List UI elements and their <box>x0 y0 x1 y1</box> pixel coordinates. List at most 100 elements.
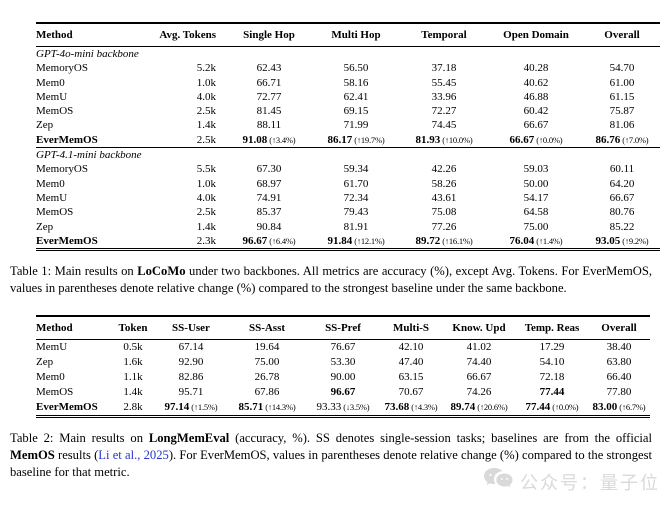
metric-value: 58.26 <box>431 177 457 190</box>
metric-value: 53.30 <box>330 355 356 368</box>
caption-text: ). For EverMemOS, values in parentheses … <box>10 447 652 479</box>
header-row: Method Avg. Tokens Single Hop Multi Hop Temp… <box>36 23 660 47</box>
metric-cell: 58.26 <box>400 177 488 191</box>
relative-change-note: (↑9.2%) <box>620 235 649 246</box>
metric-value: 67.86 <box>254 385 280 398</box>
token-cell: 0.5k <box>123 340 143 353</box>
column-header: SS-User <box>154 315 228 340</box>
column-header: Multi Hop <box>312 23 400 47</box>
metric-value: 74.40 <box>466 355 492 368</box>
metric-value: 47.40 <box>398 355 424 368</box>
metric-cell: 75.87 <box>584 104 660 118</box>
metric-cell: 64.58 <box>488 205 584 219</box>
metric-value: 59.03 <box>523 163 549 176</box>
metric-cell: 63.80 <box>588 355 650 370</box>
token-cell: 4.0k <box>196 191 216 204</box>
metric-value: 76.67 <box>330 340 356 353</box>
metric-cell: 81.93 (↑10.0%) <box>400 133 488 148</box>
metric-cell: 91.08 (↑3.4%) <box>226 133 312 148</box>
metric-cell: 61.15 <box>584 90 660 104</box>
metric-value: 89.72 <box>415 234 441 247</box>
metric-cell: 38.40 <box>588 339 650 355</box>
results-table-longmemeval: Method Token SS-User SS-Asst SS-Pref Multi-S K… <box>36 314 650 418</box>
token-cell: 2.5k <box>196 133 216 146</box>
metric-cell: 47.40 <box>380 355 442 370</box>
method-cell: EverMemOS <box>36 400 98 413</box>
relative-change-note: (↑6.7%) <box>617 401 646 412</box>
metric-cell: 74.45 <box>400 118 488 132</box>
token-cell: 1.4k <box>196 220 216 233</box>
column-header: SS-Pref <box>306 315 380 340</box>
metric-value: 91.84 <box>327 234 353 247</box>
metric-cell: 77.44 (↑0.0%) <box>516 400 588 417</box>
metric-value: 80.76 <box>609 206 635 219</box>
metric-cell: 62.41 <box>312 90 400 104</box>
metric-value: 91.08 <box>242 133 268 146</box>
metric-value: 42.26 <box>431 163 457 176</box>
metric-value: 75.08 <box>431 206 457 219</box>
metric-cell: 56.50 <box>312 61 400 75</box>
metric-value: 61.00 <box>609 76 635 89</box>
column-header: Overall <box>584 23 660 47</box>
metric-value: 85.71 <box>238 400 264 413</box>
metric-value: 19.64 <box>254 340 280 353</box>
table-row: Mem0 1.0k 66.71 58.16 55.45 40.62 61.00 <box>36 76 660 90</box>
metric-value: 81.45 <box>256 105 282 118</box>
metric-value: 26.78 <box>254 370 280 383</box>
table-row: EverMemOS 2.3k 96.67 (↑6.4%) 91.84 (↑12.1%)… <box>36 234 660 250</box>
metric-value: 38.40 <box>606 340 632 353</box>
metric-value: 63.15 <box>398 370 424 383</box>
metric-value: 62.43 <box>256 62 282 75</box>
metric-cell: 70.67 <box>380 385 442 400</box>
table-row: MemU 4.0k 72.77 62.41 33.96 46.88 61.15 <box>36 90 660 104</box>
header-row: Method Token SS-User SS-Asst SS-Pref Multi-S K… <box>36 315 650 340</box>
method-cell: Zep <box>36 355 54 368</box>
metric-cell: 83.00 (↑6.7%) <box>588 400 650 417</box>
metric-cell: 46.88 <box>488 90 584 104</box>
metric-cell: 82.86 <box>154 370 228 385</box>
metric-cell: 59.34 <box>312 162 400 176</box>
caption-text: LoCoMo <box>137 264 186 279</box>
relative-change-note: (↑12.1%) <box>352 235 385 246</box>
metric-value: 40.62 <box>523 76 549 89</box>
method-cell: MemOS <box>36 385 74 398</box>
relative-change-note: (↑0.0%) <box>550 401 579 412</box>
backbone-group-label: GPT-4o-mini backbone <box>36 48 139 60</box>
metric-value: 72.77 <box>256 90 282 103</box>
table-row: EverMemOS 2.5k 91.08 (↑3.4%) 86.17 (↑19.7%)… <box>36 133 660 148</box>
metric-cell: 50.00 <box>488 177 584 191</box>
method-cell: MemU <box>36 90 68 103</box>
metric-cell: 72.18 <box>516 370 588 385</box>
metric-cell: 66.67 <box>488 118 584 132</box>
method-cell: MemOS <box>36 105 74 118</box>
relative-change-note: (↑7.0%) <box>620 134 649 145</box>
metric-cell: 66.71 <box>226 76 312 90</box>
metric-cell: 67.14 <box>154 339 228 355</box>
metric-value: 43.61 <box>431 191 457 204</box>
metric-value: 50.00 <box>523 177 549 190</box>
method-cell: Mem0 <box>36 76 65 89</box>
metric-cell: 74.26 <box>442 385 516 400</box>
relative-change-note: (↑4.3%) <box>409 401 438 412</box>
metric-cell: 54.70 <box>584 61 660 75</box>
metric-value: 85.22 <box>609 220 635 233</box>
table-row: Zep 1.4k 88.11 71.99 74.45 66.67 81.06 <box>36 118 660 132</box>
metric-cell: 95.71 <box>154 385 228 400</box>
metric-cell: 96.67 (↑6.4%) <box>226 234 312 250</box>
metric-value: 37.18 <box>431 62 457 75</box>
metric-value: 67.30 <box>256 163 282 176</box>
citation-link[interactable]: Li et al., 2025 <box>98 447 169 462</box>
caption-text: LongMemEval <box>148 430 230 445</box>
metric-cell: 81.06 <box>584 118 660 132</box>
metric-cell: 68.97 <box>226 177 312 191</box>
metric-value: 86.76 <box>595 133 621 146</box>
metric-cell: 85.71 (↑14.3%) <box>228 400 306 417</box>
metric-value: 33.96 <box>431 90 457 103</box>
metric-cell: 90.00 <box>306 370 380 385</box>
table-row: MemoryOS 5.2k 62.43 56.50 37.18 40.28 54.70 <box>36 61 660 75</box>
metric-value: 77.44 <box>539 385 565 398</box>
metric-value: 54.17 <box>523 191 549 204</box>
metric-cell: 66.67 (↑0.0%) <box>488 133 584 148</box>
table-row: MemU 0.5k 67.14 19.64 76.67 42.10 41.02 17.29 38… <box>36 339 650 355</box>
